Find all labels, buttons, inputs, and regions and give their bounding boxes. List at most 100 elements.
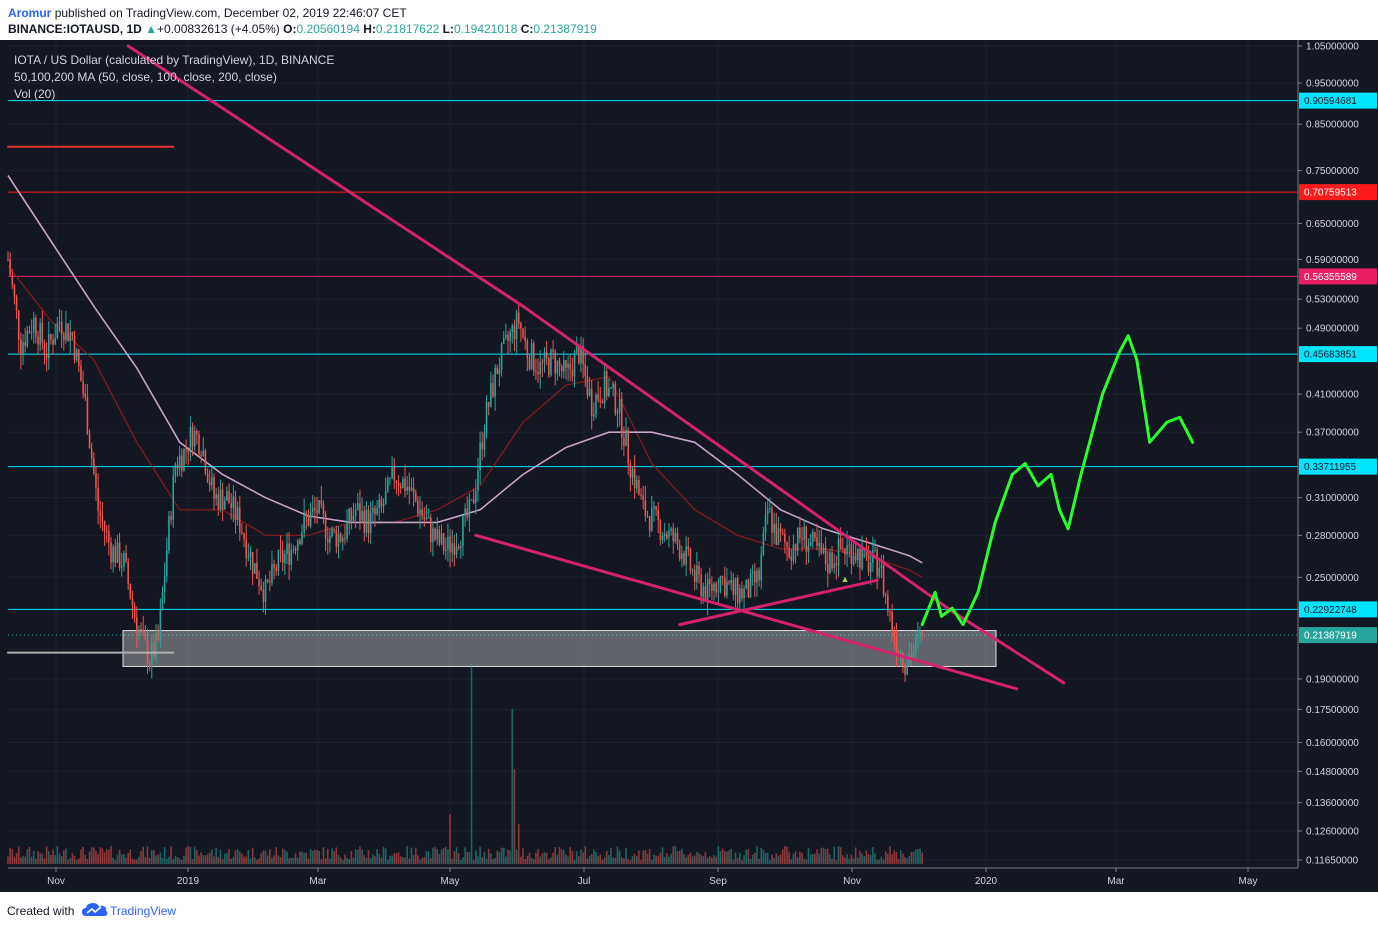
candle-body bbox=[208, 481, 211, 485]
candle-body bbox=[558, 360, 561, 366]
volume-bar bbox=[674, 846, 677, 864]
candle-body bbox=[196, 430, 198, 435]
volume-bar bbox=[599, 854, 602, 864]
candle-body bbox=[608, 388, 610, 396]
volume-bar bbox=[412, 855, 415, 864]
candle-body bbox=[882, 565, 885, 595]
volume-bar bbox=[472, 859, 475, 864]
volume-bar bbox=[39, 853, 41, 864]
volume-bar bbox=[455, 847, 458, 864]
price-level-tag bbox=[1299, 184, 1377, 201]
candle-body bbox=[88, 433, 91, 449]
candle-body bbox=[730, 579, 733, 584]
author-name[interactable]: Aromur bbox=[8, 6, 52, 20]
candle-body bbox=[56, 323, 59, 338]
volume-bar bbox=[481, 856, 484, 864]
trendlines[interactable]: ▲ bbox=[7, 44, 1066, 691]
volume-bar bbox=[146, 846, 149, 864]
volume-bar bbox=[423, 857, 426, 864]
candle-body bbox=[22, 342, 24, 355]
candle-body bbox=[603, 371, 606, 404]
candle-body bbox=[565, 360, 567, 368]
volume-bar bbox=[206, 854, 209, 864]
volume-bar bbox=[573, 859, 576, 864]
y-tick-label: 0.37000000 bbox=[1306, 428, 1359, 439]
volume-bar bbox=[354, 849, 357, 864]
candle-body bbox=[296, 540, 299, 551]
price-projection-path bbox=[920, 334, 1195, 627]
volume-bar bbox=[350, 851, 353, 864]
candle-body bbox=[372, 507, 374, 513]
x-axis[interactable]: Nov 2019 Mar May Jul Sep Nov 2020 Mar May bbox=[8, 867, 1298, 887]
volume-bar bbox=[305, 852, 308, 864]
candle-body bbox=[764, 514, 767, 533]
volume-bar bbox=[904, 856, 906, 864]
candle-body bbox=[706, 578, 709, 601]
candle-body bbox=[281, 550, 284, 563]
candle-body bbox=[693, 570, 696, 582]
y-tick-label: 0.31000000 bbox=[1306, 493, 1359, 504]
candle-body bbox=[889, 611, 891, 613]
y-tick-label: 0.19000000 bbox=[1306, 674, 1359, 685]
candle-body bbox=[253, 563, 256, 574]
volume-bar bbox=[520, 856, 522, 864]
candle-body bbox=[189, 427, 192, 453]
volume-bar bbox=[571, 851, 574, 864]
volume-bar bbox=[477, 856, 479, 864]
trendline-descending-resistance bbox=[126, 44, 1066, 685]
candle-body bbox=[822, 547, 825, 553]
candle-body bbox=[318, 500, 320, 513]
volume-bar bbox=[269, 849, 271, 864]
price-chart[interactable]: ▲ Nov 2019 Mar May Jul Sep Nov 2020 Mar May 1.050… bbox=[0, 40, 1378, 892]
candle-body bbox=[163, 575, 166, 593]
volume-bar bbox=[322, 847, 325, 864]
volume-bar bbox=[910, 852, 913, 864]
candle-body bbox=[387, 478, 389, 492]
candle-body bbox=[878, 568, 881, 577]
candle-body bbox=[586, 375, 589, 396]
candle-body bbox=[127, 561, 129, 584]
candle-body bbox=[103, 521, 106, 532]
candle-body bbox=[663, 533, 666, 536]
volume-bar bbox=[580, 849, 582, 864]
candle-body bbox=[837, 538, 840, 566]
volume-bar bbox=[352, 857, 355, 864]
candle-body bbox=[790, 556, 793, 561]
y-axis[interactable]: 1.05000000 0.95000000 0.85000000 0.75000000… bbox=[1297, 40, 1377, 868]
volume-bar bbox=[335, 847, 338, 864]
candle-body bbox=[204, 450, 207, 474]
volume-bar bbox=[176, 856, 179, 864]
volume-bar bbox=[914, 849, 917, 864]
volume-bar bbox=[912, 851, 915, 864]
candle-body bbox=[799, 527, 801, 539]
volume-bar bbox=[719, 851, 722, 864]
volume-bar bbox=[356, 849, 359, 864]
volume-bar bbox=[114, 859, 117, 864]
volume-bar bbox=[597, 856, 599, 864]
projection-drawing[interactable] bbox=[920, 334, 1195, 627]
volume-bar bbox=[90, 847, 93, 864]
candle-body bbox=[779, 528, 782, 533]
candle-body bbox=[346, 522, 348, 540]
volume-bar bbox=[9, 847, 11, 864]
candle-body bbox=[374, 507, 376, 515]
volume-bar bbox=[775, 853, 778, 864]
volume-bar bbox=[921, 852, 923, 864]
volume-bar bbox=[391, 855, 393, 864]
brand-name[interactable]: TradingView bbox=[110, 904, 177, 918]
volume-bar bbox=[560, 849, 563, 864]
x-tick-label: Sep bbox=[709, 876, 727, 887]
candle-body bbox=[580, 346, 582, 364]
candle-body bbox=[762, 532, 765, 555]
price-level-tag bbox=[1299, 458, 1377, 475]
open-label: O: bbox=[283, 22, 297, 36]
candle-body bbox=[309, 512, 312, 526]
volume-bar bbox=[108, 849, 110, 864]
volume-bar bbox=[483, 852, 486, 864]
candle-body bbox=[642, 495, 645, 501]
candle-body bbox=[593, 414, 595, 417]
candle-body bbox=[170, 516, 172, 520]
tradingview-cloud-icon[interactable] bbox=[82, 902, 108, 918]
volume-bar bbox=[897, 859, 900, 864]
candle-body bbox=[550, 349, 552, 376]
